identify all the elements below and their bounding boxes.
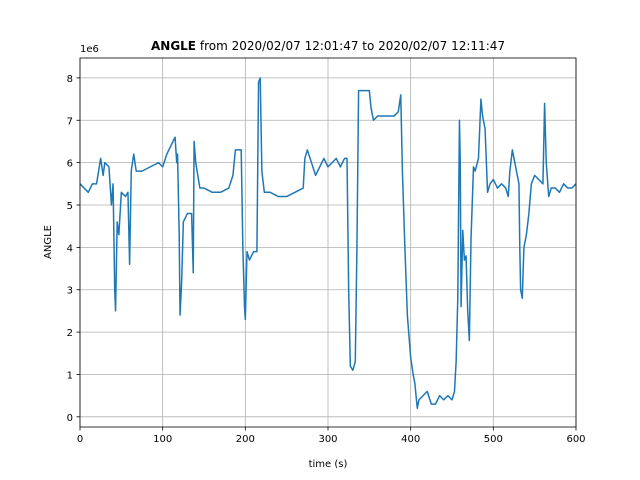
chart-title-bold: ANGLE — [151, 39, 196, 53]
data-line — [79, 77, 577, 410]
x-tick-label: 600 — [566, 434, 585, 445]
x-tick-label: 200 — [236, 434, 255, 445]
y-tick-label: 7 — [67, 116, 73, 127]
y-tick-label: 1 — [67, 370, 73, 381]
x-tick-label: 0 — [77, 434, 83, 445]
y-tick-label: 6 — [67, 159, 73, 170]
chart-title: ANGLE from 2020/02/07 12:01:47 to 2020/0… — [151, 39, 505, 53]
x-tick-label: 500 — [484, 434, 503, 445]
y-tick-label: 4 — [67, 243, 73, 254]
chart-title-rest: from 2020/02/07 12:01:47 to 2020/02/07 1… — [200, 39, 505, 53]
y-tick-label: 2 — [67, 328, 73, 339]
y-tick-label: 5 — [67, 201, 73, 212]
y-offset-text: 1e6 — [80, 44, 99, 55]
axes-frame — [79, 57, 577, 428]
x-tick-label: 400 — [401, 434, 420, 445]
y-axis-label: ANGLE — [43, 225, 54, 259]
x-axis-label: time (s) — [309, 459, 348, 470]
y-tick-label: 0 — [67, 413, 73, 424]
y-tick-label: 8 — [67, 74, 73, 85]
y-tick-label: 3 — [67, 286, 73, 297]
x-tick-label: 300 — [318, 434, 337, 445]
x-tick-label: 100 — [153, 434, 172, 445]
